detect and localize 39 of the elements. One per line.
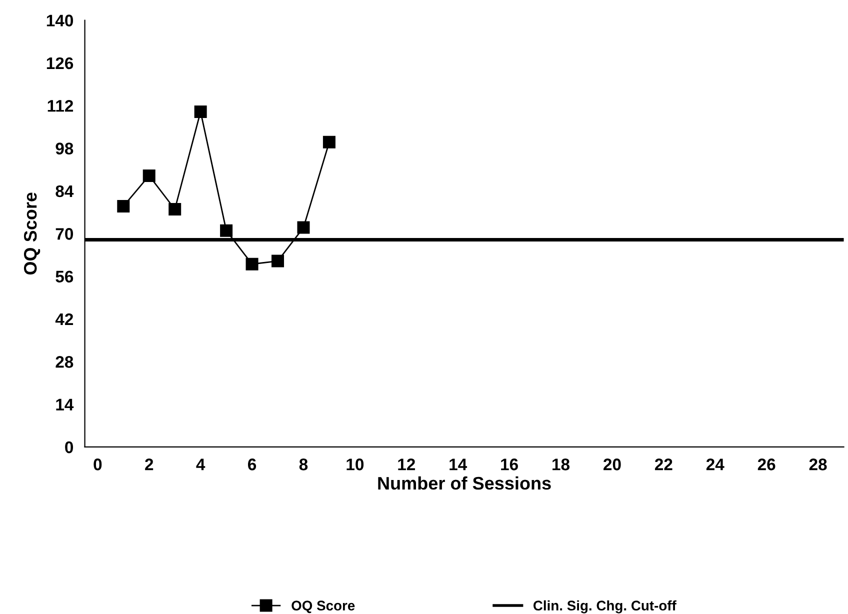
legend-label: Clin. Sig. Chg. Cut-off	[533, 600, 676, 614]
point	[272, 254, 284, 268]
x-tick-label: 16	[501, 458, 518, 470]
y-tick-label: 0	[65, 441, 74, 454]
y-tick-label: 140	[46, 14, 74, 26]
point	[168, 202, 182, 216]
x-axis-title: Number of Sessions	[378, 476, 551, 490]
point	[220, 224, 233, 237]
x-tick-label: 26	[758, 458, 776, 470]
legend-label: OQ Score	[292, 600, 355, 614]
x-tick-label: 6	[248, 458, 256, 470]
x-tick-label: 20	[604, 458, 621, 470]
y-tick-label: 84	[56, 185, 74, 198]
x-tick-label: 22	[654, 458, 672, 470]
point	[117, 200, 130, 212]
x-tick-label: 14	[450, 458, 468, 470]
y-tick-label: 28	[56, 356, 74, 368]
x-tick-label: 18	[552, 458, 570, 470]
y-tick-label: 112	[48, 100, 74, 112]
y-tick-label: 98	[56, 142, 74, 154]
y-tick-label: 70	[56, 228, 74, 240]
point	[246, 258, 258, 270]
y-tick-label: 14	[56, 398, 74, 410]
x-tick-label: 4	[196, 458, 206, 470]
y-tick-label: 126	[46, 57, 74, 70]
x-tick-label: 0	[94, 458, 102, 470]
x-tick-label: 8	[299, 458, 308, 470]
y-tick-label: 42	[55, 313, 74, 326]
y-tick-label: 56	[56, 270, 74, 283]
x-tick-label: 28	[809, 458, 827, 470]
point	[194, 105, 207, 118]
y-axis-title: OQ Score	[24, 192, 40, 275]
x-tick-label: 12	[398, 458, 415, 470]
x-tick-label: 2	[145, 458, 154, 470]
x-tick-label: 24	[706, 458, 724, 470]
point	[297, 221, 310, 234]
point	[142, 169, 156, 182]
x-tick-label: 10	[346, 458, 364, 470]
point	[322, 136, 336, 148]
